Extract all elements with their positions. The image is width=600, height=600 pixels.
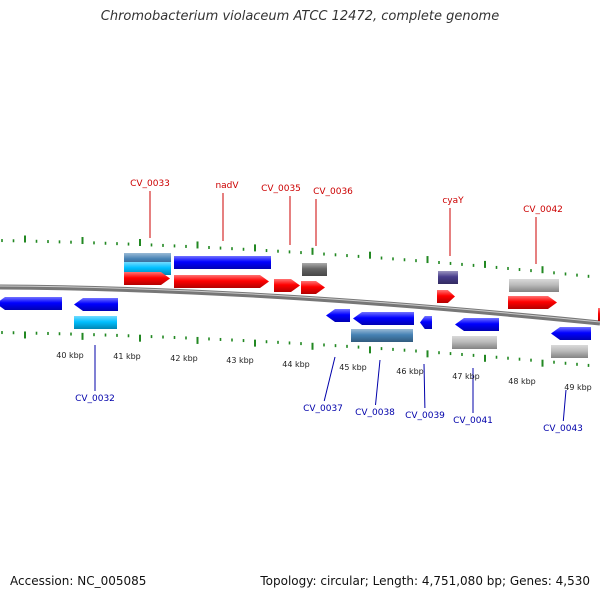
accession-text: Accession: NC_005085 [10,574,147,588]
gene-feature [74,298,118,311]
gene-feature [551,345,588,358]
gene-feature [124,272,170,285]
leader-line [423,363,426,409]
gene-arrow [301,281,325,294]
gene-feature [351,329,413,342]
gene-arrow [455,318,499,331]
gene-feature [508,296,557,309]
gene-arrow [438,271,458,284]
outer-tick-row [1,235,590,278]
scale-label: 41 kbp [113,352,141,361]
gene-label-top: CV_0035 [261,184,301,194]
feature-track [0,253,600,358]
scale-label: 42 kbp [170,354,198,363]
gene-feature [455,318,499,331]
gene-feature [509,279,559,292]
gene-label-bottom: CV_0041 [453,416,493,426]
label-leader-lines [94,191,567,422]
scale-label: 48 kbp [508,377,536,386]
scale-label: 44 kbp [282,360,310,369]
leader-line [323,356,336,402]
gene-label-top: CV_0036 [313,187,353,197]
gene-arrow [302,263,327,276]
gene-arrow [551,327,591,340]
gene-feature [551,327,591,340]
gene-arrow [124,272,170,285]
gene-arrow [174,275,269,288]
gene-feature [301,281,325,294]
genome-title: Chromobacterium violaceum ATCC 12472, co… [100,9,500,24]
gene-feature [420,316,432,329]
gene-feature [437,290,455,303]
gene-arrow [174,256,271,269]
inner-tick-row [1,331,590,367]
gene-label-bottom: CV_0032 [75,394,115,404]
gene-label-bottom: CV_0039 [405,411,445,421]
genome-backbone [0,284,600,326]
scale-label: 46 kbp [396,367,424,376]
scale-label: 43 kbp [226,356,254,365]
gene-feature [452,336,497,349]
gene-feature [326,309,350,322]
leader-line [375,359,381,406]
gene-arrow [437,290,455,303]
gene-label-top: CV_0042 [523,205,563,215]
gene-arrow [74,298,118,311]
scale-label: 45 kbp [339,363,367,372]
gene-label-top: cyaY [442,196,464,206]
gene-label-bottom: CV_0037 [303,404,343,414]
gene-arrow [124,262,171,275]
gene-feature [124,262,171,275]
gene-arrow [420,316,432,329]
gene-feature [353,312,414,325]
gene-label-top: nadV [215,181,239,191]
gene-feature [74,316,117,329]
gene-feature [302,263,327,276]
gene-feature [174,256,271,269]
gene-feature [174,275,269,288]
gene-arrow [508,296,557,309]
gene-feature [438,271,458,284]
gene-arrow [0,297,62,310]
gene-arrow [551,345,588,358]
scale-labels: 40 kbp 41 kbp 42 kbp 43 kbp 44 kbp 45 kbp 46 k… [56,351,592,392]
gene-labels: CV_0033 nadV CV_0035 CV_0036 cyaY CV_0042 CV_0… [75,179,583,434]
scale-label: 47 kbp [452,372,480,381]
gene-feature [0,297,62,310]
gene-arrow [351,329,413,342]
gene-arrow [353,312,414,325]
gene-label-bottom: CV_0043 [543,424,583,434]
gene-arrow [326,309,350,322]
scale-label: 40 kbp [56,351,84,360]
gene-label-bottom: CV_0038 [355,408,395,418]
gene-arrow [452,336,497,349]
gene-feature [274,279,300,292]
gene-arrow [509,279,559,292]
gene-arrow [74,316,117,329]
gene-arrow [274,279,300,292]
leader-line [562,389,567,422]
scale-label: 49 kbp [564,383,592,392]
genome-stats-text: Topology: circular; Length: 4,751,080 bp… [260,574,590,588]
gene-label-top: CV_0033 [130,179,170,189]
